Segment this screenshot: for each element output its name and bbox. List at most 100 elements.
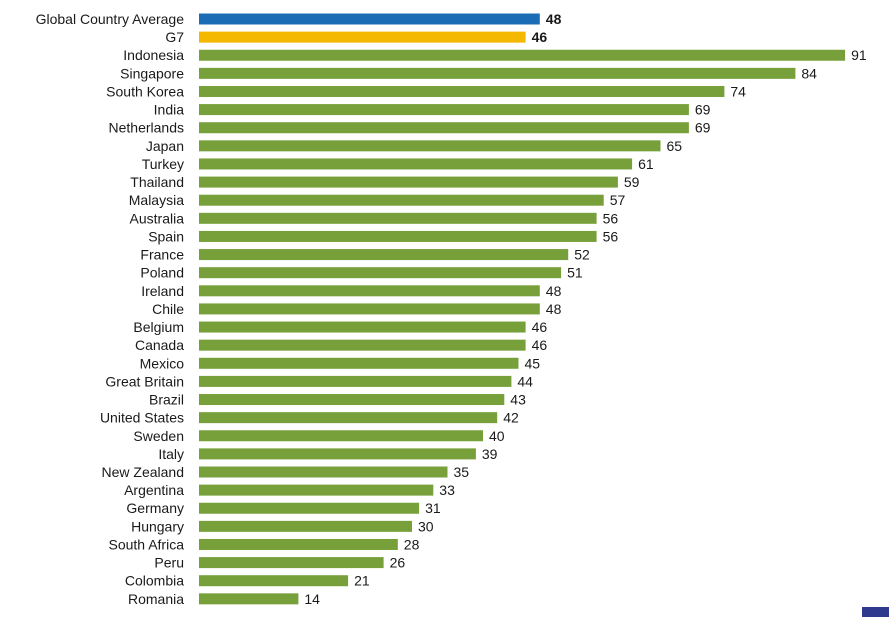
bar-peru <box>199 557 384 569</box>
bar-malaysia <box>199 194 604 206</box>
bar-sweden <box>199 430 483 442</box>
bar-g7 <box>199 31 526 43</box>
bar-spain <box>199 230 597 242</box>
category-label-mexico: Mexico <box>140 355 185 371</box>
value-label-australia: 56 <box>603 210 619 226</box>
value-label-peru: 26 <box>390 555 406 571</box>
value-label-sweden: 40 <box>489 428 505 444</box>
bar-canada <box>199 339 526 351</box>
value-label-malaysia: 57 <box>610 192 626 208</box>
value-label-belgium: 46 <box>532 319 548 335</box>
value-label-indonesia: 91 <box>851 47 867 63</box>
category-label-thailand: Thailand <box>130 174 184 190</box>
value-label-singapore: 84 <box>801 65 817 81</box>
bar-argentina <box>199 484 434 496</box>
category-label-hungary: Hungary <box>131 518 184 534</box>
category-label-peru: Peru <box>154 555 184 571</box>
category-label-india: India <box>154 102 185 118</box>
bar-france <box>199 249 569 261</box>
value-label-poland: 51 <box>567 265 583 281</box>
value-label-united-states: 42 <box>503 410 519 426</box>
category-label-global-country-average: Global Country Average <box>36 11 185 27</box>
value-label-italy: 39 <box>482 446 498 462</box>
category-label-chile: Chile <box>152 301 184 317</box>
bar-chile <box>199 303 540 315</box>
category-label-japan: Japan <box>146 138 184 154</box>
category-label-germany: Germany <box>126 500 184 516</box>
value-label-germany: 31 <box>425 500 441 516</box>
bar-australia <box>199 212 597 224</box>
value-label-g7: 46 <box>532 29 548 45</box>
value-label-turkey: 61 <box>638 156 654 172</box>
category-label-netherlands: Netherlands <box>109 120 185 136</box>
value-label-colombia: 21 <box>354 573 370 589</box>
bar-mexico <box>199 357 519 369</box>
bar-italy <box>199 448 476 460</box>
value-label-canada: 46 <box>532 337 548 353</box>
value-label-netherlands: 69 <box>695 120 711 136</box>
value-label-japan: 65 <box>667 138 683 154</box>
value-label-south-africa: 28 <box>404 536 420 552</box>
category-label-sweden: Sweden <box>133 428 184 444</box>
category-label-belgium: Belgium <box>133 319 184 335</box>
bar-global-country-average <box>199 13 540 25</box>
value-label-argentina: 33 <box>439 482 455 498</box>
category-label-colombia: Colombia <box>125 573 184 589</box>
bar-thailand <box>199 176 618 188</box>
bar-south-africa <box>199 538 398 550</box>
value-label-mexico: 45 <box>525 355 541 371</box>
category-label-australia: Australia <box>130 210 185 226</box>
bar-united-states <box>199 412 498 424</box>
bar-belgium <box>199 321 526 333</box>
category-label-malaysia: Malaysia <box>129 192 184 208</box>
bar-singapore <box>199 67 796 79</box>
value-label-great-britain: 44 <box>517 373 533 389</box>
bar-india <box>199 104 689 116</box>
bar-south-korea <box>199 85 725 97</box>
category-label-g7: G7 <box>165 29 184 45</box>
bar-new-zealand <box>199 466 448 478</box>
category-label-ireland: Ireland <box>141 283 184 299</box>
value-label-hungary: 30 <box>418 518 434 534</box>
category-label-great-britain: Great Britain <box>105 373 184 389</box>
category-label-canada: Canada <box>135 337 184 353</box>
bar-hungary <box>199 520 412 532</box>
value-label-global-country-average: 48 <box>546 11 562 27</box>
bar-great-britain <box>199 375 512 387</box>
category-label-indonesia: Indonesia <box>123 47 184 63</box>
category-label-brazil: Brazil <box>149 392 184 408</box>
value-label-india: 69 <box>695 102 711 118</box>
bar-poland <box>199 267 562 279</box>
bar-japan <box>199 140 661 152</box>
bar-brazil <box>199 394 505 406</box>
category-label-argentina: Argentina <box>124 482 184 498</box>
value-label-brazil: 43 <box>510 392 526 408</box>
bar-romania <box>199 593 299 605</box>
value-label-ireland: 48 <box>546 283 562 299</box>
value-label-chile: 48 <box>546 301 562 317</box>
value-label-france: 52 <box>574 247 590 263</box>
category-label-united-states: United States <box>100 410 184 426</box>
bar-germany <box>199 502 420 514</box>
bar-netherlands <box>199 122 689 134</box>
value-label-new-zealand: 35 <box>454 464 470 480</box>
category-label-south-africa: South Africa <box>109 536 185 552</box>
corner-brand-mark <box>862 607 889 617</box>
value-label-south-korea: 74 <box>730 83 746 99</box>
value-label-spain: 56 <box>603 228 619 244</box>
bar-indonesia <box>199 49 846 61</box>
category-label-turkey: Turkey <box>142 156 184 172</box>
category-label-singapore: Singapore <box>120 65 184 81</box>
category-label-spain: Spain <box>148 228 184 244</box>
category-label-new-zealand: New Zealand <box>102 464 185 480</box>
bar-turkey <box>199 158 633 170</box>
bar-colombia <box>199 575 349 587</box>
category-label-italy: Italy <box>158 446 184 462</box>
category-label-france: France <box>140 247 184 263</box>
category-label-south-korea: South Korea <box>106 83 184 99</box>
category-label-romania: Romania <box>128 591 184 607</box>
value-label-thailand: 59 <box>624 174 640 190</box>
category-label-poland: Poland <box>140 265 184 281</box>
value-label-romania: 14 <box>304 591 320 607</box>
